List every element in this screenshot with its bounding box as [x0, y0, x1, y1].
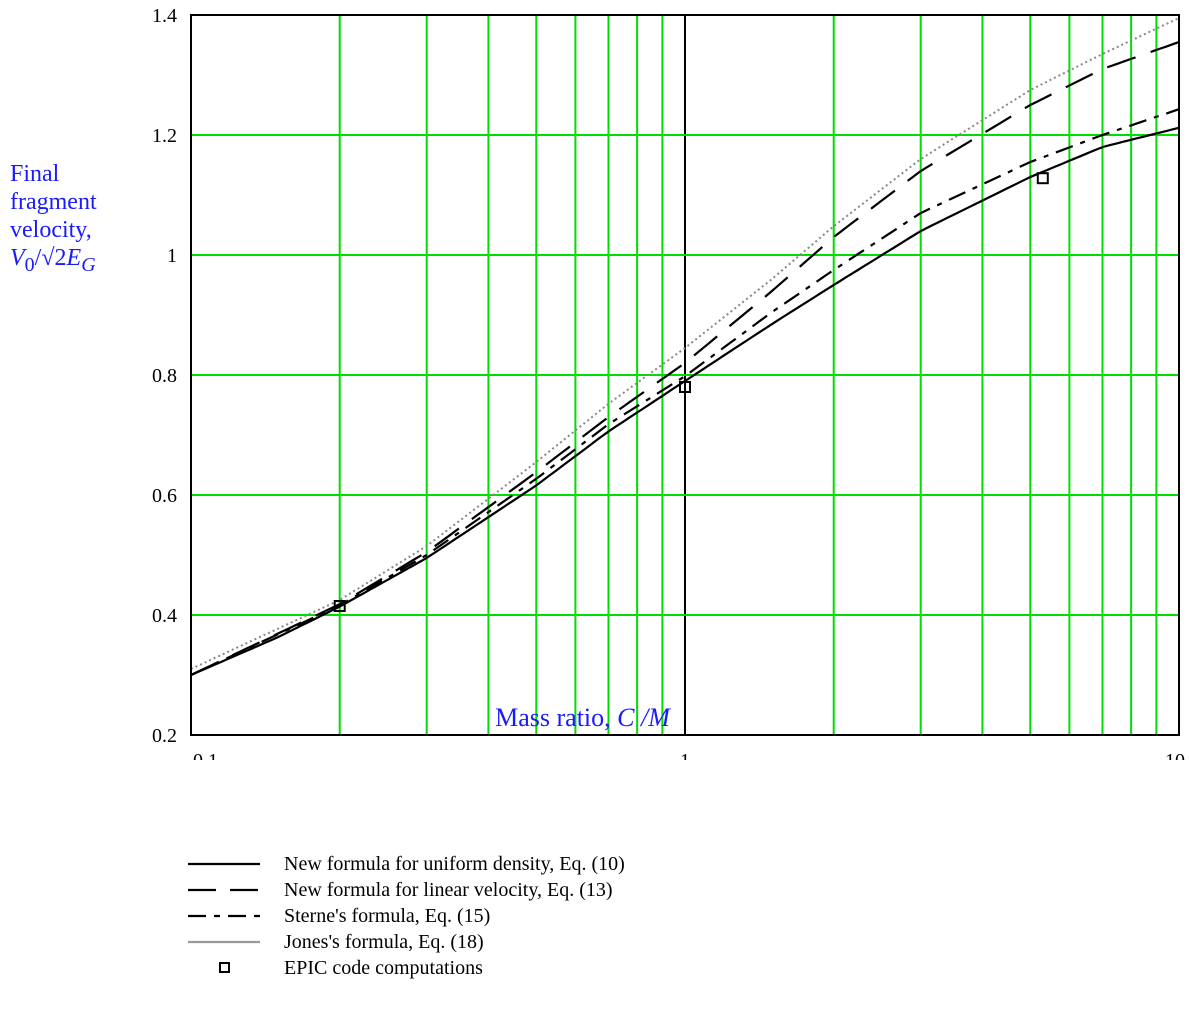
y-tick-label: 1.2 — [152, 125, 177, 147]
y-tick-label: 0.4 — [152, 605, 177, 627]
legend-swatch-dashdot — [188, 914, 260, 918]
formula-sqrt: √ — [41, 245, 55, 271]
formula-slash: / — [34, 245, 42, 271]
x-tick-label: 1 — [680, 750, 690, 760]
plot-frame — [190, 14, 1180, 736]
legend-label: EPIC code computations — [284, 957, 483, 979]
tick-labels: 0.2 0.4 0.6 0.8 1 1.2 1.4 0.1 1 10 — [152, 5, 1185, 760]
x-tick-label: 10 — [1165, 750, 1185, 760]
legend-label: Jones's formula, Eq. (18) — [284, 931, 484, 953]
legend-swatch-dashed — [188, 888, 260, 892]
y-tick-label: 1.4 — [152, 5, 177, 27]
formula-sub0: 0 — [24, 253, 35, 276]
formula-v: V — [10, 245, 25, 271]
y-tick-label: 0.6 — [152, 485, 177, 507]
y-tick-label: 0.8 — [152, 365, 177, 387]
legend-swatch-gray — [188, 940, 260, 944]
y-axis-label-line: Final — [10, 161, 60, 187]
epic-point — [679, 381, 691, 393]
x-axis-label-prefix: Mass ratio, — [495, 703, 618, 732]
x-axis-label: Mass ratio, C /M — [0, 703, 1189, 733]
grid — [190, 14, 1179, 736]
epic-point — [333, 600, 346, 612]
y-tick-label: 0.2 — [152, 725, 177, 747]
epic-point — [1036, 172, 1049, 185]
legend-label: New formula for uniform density, Eq. (10… — [284, 853, 625, 875]
x-tick-label: 0.1 — [193, 750, 218, 760]
y-axis-label: Final fragment velocity, V0/√2EG — [10, 160, 97, 279]
y-tick-label: 1 — [167, 245, 177, 267]
legend-swatch-square — [219, 962, 230, 973]
y-axis-formula: V0/√2EG — [10, 244, 97, 279]
legend-label: Sterne's formula, Eq. (15) — [284, 905, 491, 927]
x-axis-label-var: C /M — [617, 703, 670, 732]
formula-e: E — [66, 245, 82, 271]
legend-swatch-solid — [188, 862, 260, 866]
y-axis-label-line: velocity, — [10, 217, 92, 243]
formula-subg: G — [81, 253, 96, 276]
series-line-2 — [190, 108, 1180, 676]
legend-label: New formula for linear velocity, Eq. (13… — [284, 879, 613, 901]
epic-points — [333, 172, 1049, 612]
series-line-3 — [190, 17, 1180, 670]
chart: 0.2 0.4 0.6 0.8 1 1.2 1.4 0.1 1 10 — [152, 5, 1185, 760]
y-axis-label-line: fragment — [10, 189, 97, 215]
formula-two: 2 — [54, 245, 67, 271]
